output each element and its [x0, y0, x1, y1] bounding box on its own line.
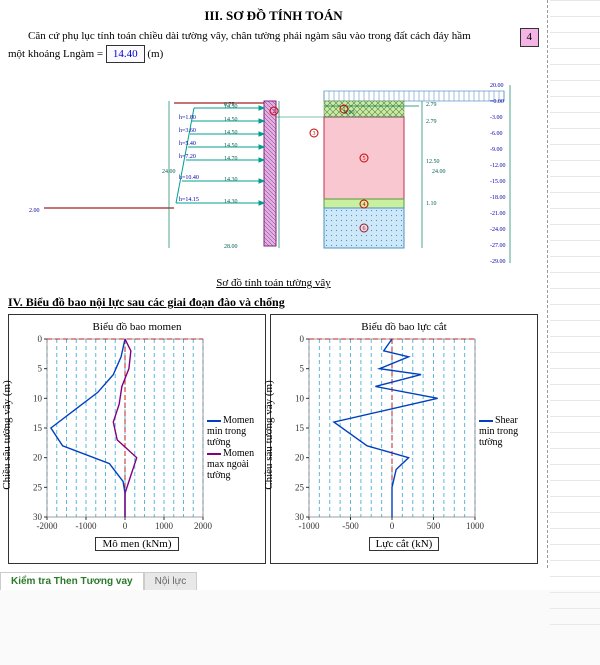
- shear-chart-box: Biểu đồ bao lực cắt -1000 -500 0 500 1000 0 5 1…: [270, 314, 538, 564]
- svg-text:24.00: 24.00: [162, 169, 176, 175]
- section3-paragraph: Căn cứ phụ lục tính toán chiều dài tường…: [8, 28, 539, 63]
- svg-text:-6.00: -6.00: [490, 131, 503, 137]
- svg-text:0: 0: [300, 335, 305, 344]
- svg-text:0: 0: [38, 335, 43, 344]
- svg-text:4: 4: [362, 202, 365, 208]
- legend-item: Momen min trong tường: [207, 415, 261, 448]
- chart1-legend: Momen min trong tườngMomen max ngoài tườ…: [207, 415, 261, 481]
- chart2-legend: Shear min trong tường: [479, 415, 533, 448]
- svg-text:1.10: 1.10: [426, 201, 437, 207]
- svg-text:15: 15: [33, 423, 43, 433]
- calc-diagram: 154623 0.7514.50h=1.8014.50h=3.6014.50h=…: [24, 73, 524, 273]
- svg-text:14.50: 14.50: [224, 130, 238, 136]
- svg-text:30: 30: [33, 512, 43, 522]
- tab-other[interactable]: Nội lực: [144, 572, 198, 590]
- svg-text:=0.00: =0.00: [490, 99, 504, 105]
- charts-row: Biểu đồ bao momen -2000-1000010002000051…: [8, 314, 539, 564]
- chart2-ylabel: Chiều sâu tường vây (m): [263, 380, 275, 490]
- svg-text:5: 5: [300, 364, 305, 374]
- svg-text:0: 0: [123, 521, 128, 531]
- diagram-svg: 154623 0.7514.50h=1.8014.50h=3.6014.50h=…: [24, 73, 524, 273]
- svg-text:28.00: 28.00: [224, 244, 238, 250]
- para-text-b: một khoảng Lngàm =: [8, 48, 103, 60]
- lngam-unit: (m): [147, 48, 163, 60]
- lngam-value[interactable]: 14.40: [106, 45, 145, 64]
- legend-item: Shear min trong tường: [479, 415, 533, 448]
- svg-text:2.00: 2.00: [29, 208, 40, 214]
- svg-text:20.00: 20.00: [490, 83, 504, 89]
- svg-text:14.50: 14.50: [224, 143, 238, 149]
- svg-text:1000: 1000: [155, 521, 174, 531]
- svg-text:10: 10: [33, 393, 43, 403]
- svg-text:-29.00: -29.00: [490, 259, 506, 265]
- svg-text:-500: -500: [342, 521, 359, 531]
- svg-text:-18.00: -18.00: [490, 195, 506, 201]
- svg-text:-24.00: -24.00: [490, 227, 506, 233]
- svg-text:h=14.15: h=14.15: [179, 197, 199, 203]
- svg-text:-27.00: -27.00: [490, 243, 506, 249]
- svg-text:-2000: -2000: [37, 521, 58, 531]
- svg-text:15: 15: [295, 423, 305, 433]
- svg-text:25: 25: [33, 482, 43, 492]
- svg-text:-12.00: -12.00: [490, 163, 506, 169]
- svg-text:12.50: 12.50: [426, 159, 440, 165]
- chart2-title: Biểu đồ bao lực cắt: [275, 321, 533, 333]
- svg-text:8.00: 8.00: [344, 110, 355, 116]
- svg-text:5: 5: [362, 156, 365, 162]
- svg-text:-9.00: -9.00: [490, 147, 503, 153]
- svg-text:0: 0: [390, 521, 395, 531]
- svg-text:h=1.80: h=1.80: [179, 115, 196, 121]
- section3-title: III. SƠ ĐỒ TÍNH TOÁN: [8, 4, 539, 28]
- row-gutter: [550, 0, 600, 640]
- chart2-xlabel: Lực cắt (kN): [369, 537, 440, 551]
- page-content: III. SƠ ĐỒ TÍNH TOÁN Căn cứ phụ lục tính…: [0, 0, 548, 568]
- svg-text:2: 2: [272, 109, 275, 115]
- sheet-tabs: Kiểm tra Then Tương vay Nội lực: [0, 572, 600, 590]
- svg-text:h=10.40: h=10.40: [179, 175, 199, 181]
- svg-text:14.50: 14.50: [224, 117, 238, 123]
- svg-text:h=5.40: h=5.40: [179, 141, 196, 147]
- svg-text:3: 3: [312, 131, 315, 137]
- para-text-a: Căn cứ phụ lục tính toán chiều dài tường…: [28, 30, 471, 42]
- svg-text:14.70: 14.70: [224, 156, 238, 162]
- svg-text:-21.00: -21.00: [490, 211, 506, 217]
- svg-text:25: 25: [295, 482, 305, 492]
- svg-text:-1000: -1000: [299, 521, 320, 531]
- diagram-caption: Sơ đồ tính toán tường vây: [8, 277, 539, 289]
- svg-text:10: 10: [295, 393, 305, 403]
- worksheet-area: III. SƠ ĐỒ TÍNH TOÁN Căn cứ phụ lục tính…: [0, 0, 600, 590]
- legend-item: Momen max ngoài tường: [207, 448, 261, 481]
- section4-title: IV. Biểu đồ bao nội lực sau các giai đoạ…: [8, 295, 539, 310]
- chart1-xlabel: Mô men (kNm): [95, 537, 178, 551]
- svg-text:2000: 2000: [194, 521, 213, 531]
- svg-text:h=7.20: h=7.20: [179, 154, 196, 160]
- svg-text:14.50: 14.50: [224, 104, 238, 110]
- pink-cell[interactable]: 4: [520, 28, 540, 47]
- svg-text:24.00: 24.00: [432, 169, 446, 175]
- svg-text:14.30: 14.30: [224, 199, 238, 205]
- svg-text:-1000: -1000: [76, 521, 97, 531]
- tab-active[interactable]: Kiểm tra Then Tương vay: [0, 572, 144, 590]
- svg-text:500: 500: [427, 521, 441, 531]
- svg-text:h=3.60: h=3.60: [179, 128, 196, 134]
- svg-text:20: 20: [295, 453, 305, 463]
- svg-text:30: 30: [295, 512, 305, 522]
- svg-text:2.79: 2.79: [426, 119, 437, 125]
- svg-text:5: 5: [38, 364, 43, 374]
- svg-text:-3.00: -3.00: [490, 115, 503, 121]
- svg-text:1000: 1000: [466, 521, 485, 531]
- svg-text:14.30: 14.30: [224, 177, 238, 183]
- svg-text:-15.00: -15.00: [490, 179, 506, 185]
- svg-text:2.79: 2.79: [426, 102, 437, 108]
- moment-chart-box: Biểu đồ bao momen -2000 -1000 0 1000 2000 0 5 1…: [8, 314, 266, 564]
- svg-text:20: 20: [33, 453, 43, 463]
- chart1-title: Biểu đồ bao momen: [13, 321, 261, 333]
- chart1-ylabel: Chiều sâu tường vây (m): [1, 380, 13, 490]
